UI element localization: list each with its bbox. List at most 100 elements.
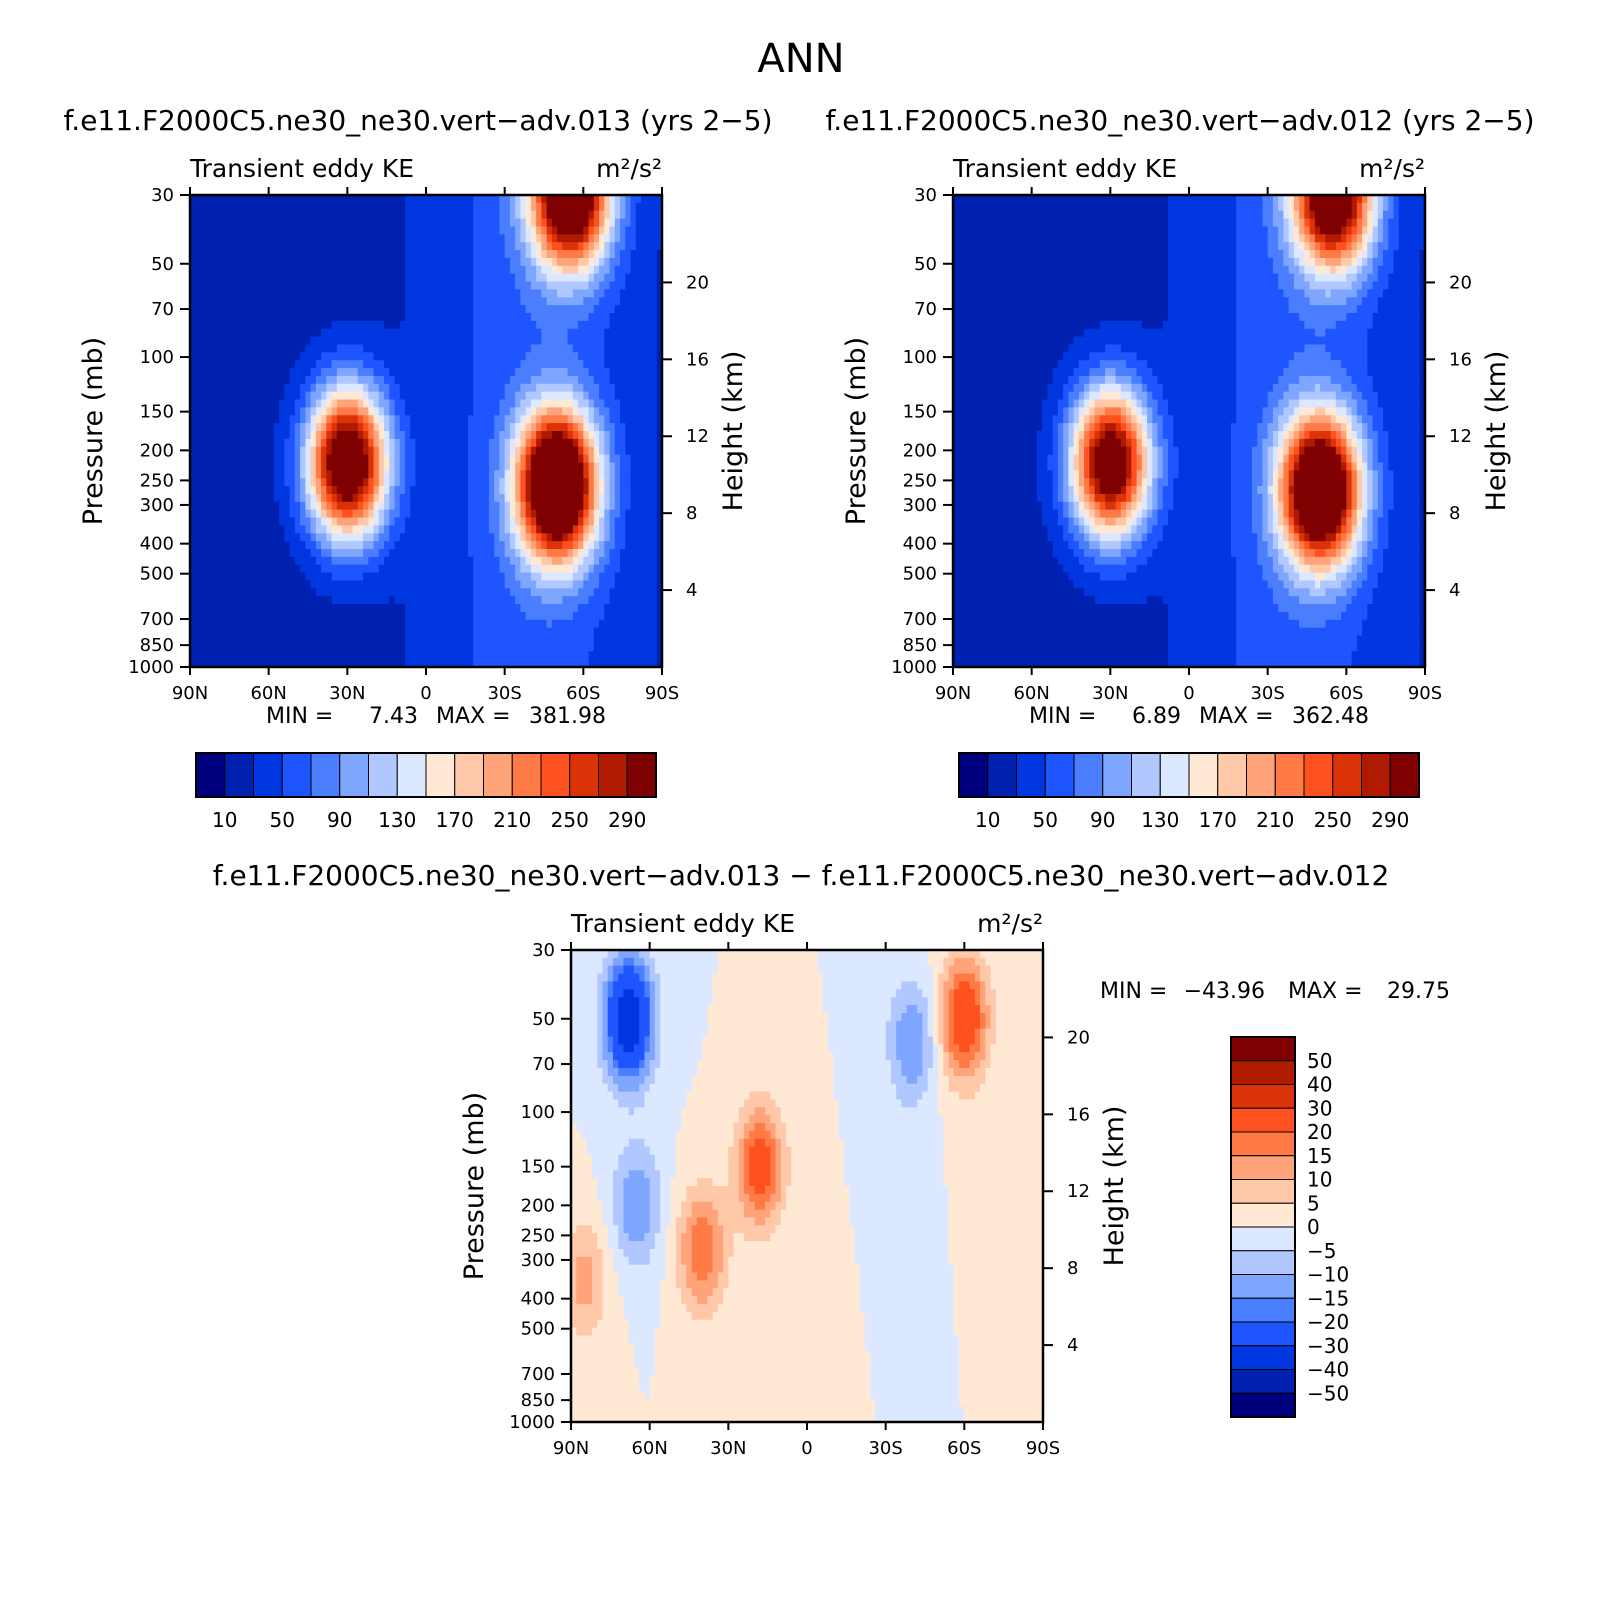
heatmap-cell bbox=[231, 446, 238, 456]
heatmap-cell bbox=[315, 242, 322, 251]
heatmap-cell bbox=[420, 564, 427, 574]
heatmap-cell bbox=[509, 470, 516, 479]
heatmap-cell bbox=[625, 336, 632, 346]
heatmap-cell bbox=[216, 572, 223, 582]
heatmap-cell bbox=[237, 493, 244, 503]
heatmap-cell bbox=[200, 556, 207, 566]
heatmap-cell bbox=[357, 257, 364, 267]
heatmap-cell bbox=[578, 438, 584, 448]
heatmap-cell bbox=[216, 541, 223, 550]
heatmap-cell bbox=[630, 320, 637, 330]
heatmap-cell bbox=[462, 210, 469, 220]
heatmap-cell bbox=[431, 619, 438, 629]
heatmap-cell bbox=[415, 297, 422, 306]
heatmap-cell bbox=[389, 273, 396, 283]
heatmap-cell bbox=[284, 257, 291, 267]
heatmap-cell bbox=[373, 273, 380, 283]
heatmap-cell bbox=[247, 297, 254, 306]
heatmap-cell bbox=[310, 328, 317, 338]
heatmap-cell bbox=[384, 202, 390, 212]
heatmap-cell bbox=[289, 525, 296, 534]
heatmap-cell bbox=[504, 257, 511, 267]
heatmap-cell bbox=[578, 368, 584, 377]
heatmap-cell bbox=[247, 281, 254, 290]
heatmap-cell bbox=[530, 486, 537, 495]
heatmap-cell bbox=[557, 541, 563, 550]
heatmap-cell bbox=[399, 533, 406, 542]
heatmap-cell bbox=[252, 549, 259, 558]
heatmap-cell bbox=[583, 611, 590, 621]
heatmap-cell bbox=[588, 250, 595, 259]
heatmap-cell bbox=[247, 344, 254, 353]
heatmap-cell bbox=[641, 383, 647, 393]
heatmap-cell bbox=[546, 611, 553, 621]
heatmap-cell bbox=[641, 470, 647, 479]
heatmap-cell bbox=[405, 242, 411, 251]
heatmap-cell bbox=[210, 352, 217, 361]
heatmap-cell bbox=[515, 210, 521, 220]
heatmap-cell bbox=[226, 195, 233, 204]
heatmap-cell bbox=[368, 509, 375, 519]
heatmap-cell bbox=[599, 572, 605, 582]
heatmap-cell bbox=[499, 407, 506, 416]
heatmap-cell bbox=[635, 313, 642, 322]
heatmap-cell bbox=[452, 415, 459, 424]
heatmap-cell bbox=[452, 611, 459, 621]
heatmap-cell bbox=[231, 313, 238, 322]
heatmap-cell bbox=[520, 501, 527, 511]
heatmap-cell bbox=[467, 415, 474, 424]
heatmap-cell bbox=[436, 202, 443, 212]
heatmap-cell bbox=[509, 619, 516, 629]
heatmap-cell bbox=[336, 289, 343, 298]
heatmap-cell bbox=[305, 352, 312, 361]
heatmap-cell bbox=[300, 604, 306, 613]
heatmap-cell bbox=[656, 360, 663, 369]
heatmap-cell bbox=[226, 202, 233, 212]
heatmap-cell bbox=[384, 454, 390, 464]
heatmap-cell bbox=[546, 195, 553, 204]
heatmap-cell bbox=[410, 344, 417, 353]
heatmap-cell bbox=[625, 399, 632, 408]
heatmap-cell bbox=[310, 501, 317, 511]
heatmap-cell bbox=[268, 281, 275, 290]
heatmap-cell bbox=[415, 509, 422, 519]
heatmap-cell bbox=[195, 313, 202, 322]
heatmap-cell bbox=[567, 226, 574, 235]
heatmap-cell bbox=[200, 470, 207, 479]
heatmap-cell bbox=[237, 226, 244, 235]
heatmap-cell bbox=[536, 257, 542, 267]
heatmap-cell bbox=[593, 273, 600, 283]
heatmap-cell bbox=[431, 596, 438, 605]
heatmap-cell bbox=[572, 313, 579, 322]
heatmap-cell bbox=[342, 556, 348, 566]
heatmap-cell bbox=[247, 493, 254, 503]
heatmap-cell bbox=[226, 501, 233, 511]
heatmap-cell bbox=[289, 360, 296, 369]
heatmap-cell bbox=[604, 431, 611, 440]
heatmap-cell bbox=[336, 265, 343, 275]
heatmap-cell bbox=[300, 273, 306, 283]
heatmap-cell bbox=[578, 210, 584, 220]
heatmap-cell bbox=[457, 218, 464, 228]
heatmap-cell bbox=[546, 202, 553, 212]
heatmap-cell bbox=[378, 525, 385, 534]
heatmap-cell bbox=[462, 195, 469, 204]
heatmap-cell bbox=[279, 415, 285, 424]
heatmap-cell bbox=[268, 533, 275, 542]
heatmap-cell bbox=[656, 596, 663, 605]
heatmap-cell bbox=[478, 572, 485, 582]
heatmap-cell bbox=[593, 195, 600, 204]
heatmap-cell bbox=[237, 344, 244, 353]
heatmap-cell bbox=[630, 462, 637, 471]
heatmap-cell bbox=[279, 226, 285, 235]
heatmap-cell bbox=[620, 242, 626, 251]
heatmap-cell bbox=[352, 454, 359, 464]
heatmap-cell bbox=[630, 202, 637, 212]
heatmap-cell bbox=[252, 525, 259, 534]
heatmap-cell bbox=[614, 588, 621, 597]
heatmap-cell bbox=[373, 391, 380, 401]
heatmap-cell bbox=[609, 250, 616, 259]
heatmap-cell bbox=[221, 250, 228, 259]
heatmap-cell bbox=[515, 596, 521, 605]
heatmap-cell bbox=[551, 462, 558, 471]
